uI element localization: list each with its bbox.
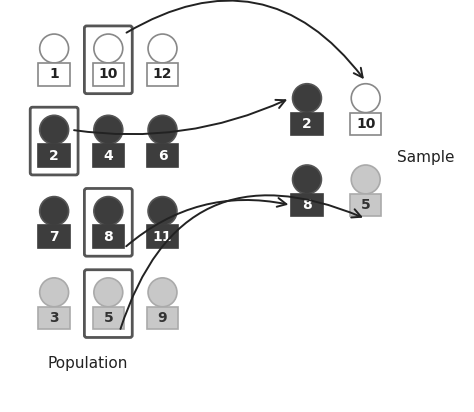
Circle shape (148, 115, 177, 144)
Text: 8: 8 (103, 230, 113, 244)
Text: Sample: Sample (397, 150, 455, 165)
Circle shape (40, 197, 69, 225)
FancyBboxPatch shape (146, 144, 178, 167)
FancyBboxPatch shape (291, 112, 323, 135)
FancyBboxPatch shape (38, 63, 70, 86)
Text: 2: 2 (302, 117, 312, 131)
Text: 10: 10 (356, 117, 375, 131)
FancyBboxPatch shape (146, 63, 178, 86)
Text: 10: 10 (99, 67, 118, 81)
FancyBboxPatch shape (38, 144, 70, 167)
Circle shape (94, 278, 123, 307)
Circle shape (148, 34, 177, 63)
Text: 9: 9 (158, 311, 167, 325)
FancyBboxPatch shape (38, 225, 70, 248)
Circle shape (148, 278, 177, 307)
Text: 2: 2 (49, 148, 59, 162)
Text: Population: Population (48, 356, 128, 371)
FancyBboxPatch shape (38, 307, 70, 329)
FancyBboxPatch shape (146, 225, 178, 248)
Text: 3: 3 (49, 311, 59, 325)
Text: 11: 11 (153, 230, 172, 244)
FancyBboxPatch shape (92, 63, 124, 86)
FancyBboxPatch shape (350, 112, 382, 135)
Circle shape (40, 34, 69, 63)
Circle shape (292, 84, 321, 112)
Text: 1: 1 (49, 67, 59, 81)
Circle shape (148, 197, 177, 225)
Circle shape (40, 115, 69, 144)
Text: 6: 6 (158, 148, 167, 162)
Text: 12: 12 (153, 67, 172, 81)
Circle shape (94, 197, 123, 225)
FancyBboxPatch shape (92, 144, 124, 167)
Text: 5: 5 (361, 198, 371, 212)
FancyBboxPatch shape (291, 194, 323, 216)
Text: 8: 8 (302, 198, 312, 212)
Circle shape (351, 165, 380, 194)
FancyBboxPatch shape (92, 225, 124, 248)
Circle shape (94, 34, 123, 63)
Circle shape (292, 165, 321, 194)
Text: 5: 5 (103, 311, 113, 325)
Circle shape (94, 115, 123, 144)
FancyBboxPatch shape (350, 194, 382, 216)
FancyBboxPatch shape (146, 307, 178, 329)
Circle shape (351, 84, 380, 112)
Circle shape (40, 278, 69, 307)
FancyBboxPatch shape (92, 307, 124, 329)
Text: 4: 4 (103, 148, 113, 162)
Text: 7: 7 (49, 230, 59, 244)
